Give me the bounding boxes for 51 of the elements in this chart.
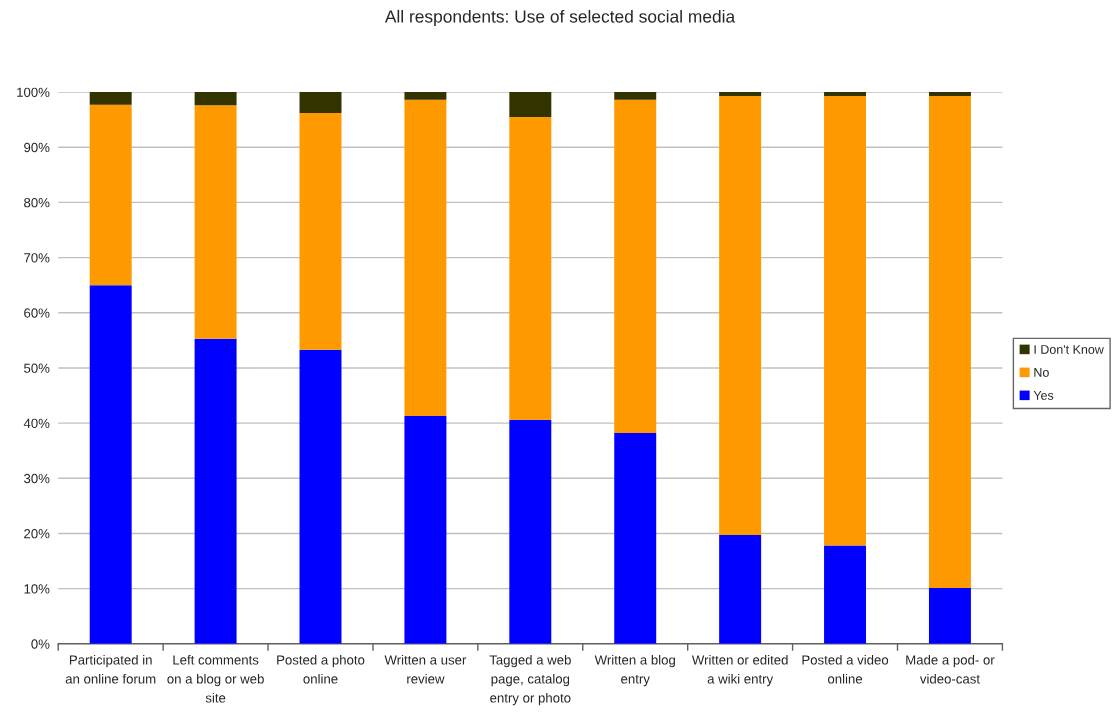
x-tick-label: Participated in an online forum	[65, 654, 156, 684]
bar	[719, 535, 762, 644]
bar	[194, 338, 237, 644]
legend-label: Yes	[1033, 391, 1054, 400]
bar	[89, 92, 132, 105]
y-tick-label: 100%	[17, 87, 50, 97]
y-tick-label: 70%	[24, 253, 50, 263]
chart-title: All respondents: Use of selected social media	[384, 9, 736, 27]
y-tick-label: 60%	[24, 308, 50, 318]
x-tick-label: Written or edited a wiki entry	[691, 654, 788, 687]
bar	[614, 99, 657, 434]
bar	[509, 92, 552, 117]
bar	[89, 285, 132, 644]
x-tick-label: Made a pod- or video-cast	[906, 654, 995, 684]
bar	[509, 419, 552, 644]
bar	[719, 92, 762, 96]
bar	[824, 545, 867, 644]
x-tick-label: Written a blog entry	[594, 654, 675, 687]
bar	[299, 113, 342, 350]
x-tick-label: Written a user review	[384, 654, 467, 684]
y-tick-label: 10%	[24, 584, 50, 594]
y-tick-label: 50%	[24, 363, 50, 373]
bar	[509, 116, 552, 420]
bar	[614, 433, 657, 644]
bar	[404, 415, 447, 644]
bar	[928, 588, 971, 644]
x-tick-label: Left comments on a blog or web site	[167, 654, 264, 703]
bar	[194, 92, 237, 106]
y-tick-label: 0%	[31, 639, 50, 649]
bar	[928, 92, 971, 96]
bar	[824, 92, 867, 96]
bar	[928, 95, 971, 589]
bar	[89, 104, 132, 286]
bar	[299, 349, 342, 644]
y-tick-label: 90%	[24, 142, 50, 153]
bar	[194, 105, 237, 339]
bar	[404, 92, 447, 100]
y-tick-label: 40%	[23, 418, 50, 429]
bar	[719, 95, 762, 536]
bar	[404, 99, 447, 416]
x-tick-label: Posted a video online	[802, 654, 889, 684]
y-tick-label: 20%	[24, 529, 50, 539]
y-tick-label: 80%	[24, 197, 50, 208]
y-tick-label: 30%	[24, 473, 50, 484]
bar	[824, 95, 867, 546]
x-tick-label: Posted a photo online	[277, 654, 365, 684]
legend-label: No	[1034, 368, 1049, 377]
legend-label: I Don't Know	[1034, 345, 1104, 354]
bar	[299, 92, 342, 114]
x-tick-label: Tagged a web page, catalog entry or photo	[489, 654, 571, 706]
bar	[614, 92, 657, 100]
